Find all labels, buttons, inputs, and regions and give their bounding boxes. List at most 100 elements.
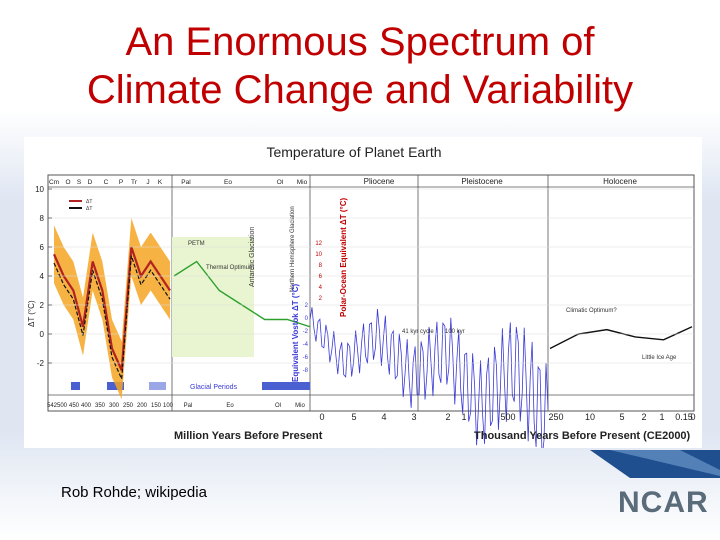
x-tick-label: 542 <box>47 403 58 409</box>
period-label: O <box>65 179 70 186</box>
x-tick-label: 400 <box>81 403 92 409</box>
annotation-climatic-optimum: Climatic Optimum? <box>566 308 617 314</box>
period-label: Eo <box>224 179 232 186</box>
period-label: Pal <box>181 179 191 186</box>
glacial-bar <box>107 382 124 390</box>
x-tick-label: 0 <box>690 412 695 422</box>
period-label: Pleistocene <box>461 177 503 186</box>
credit-text: Rob Rohde; wikipedia <box>61 484 207 501</box>
uncertainty-band <box>54 218 170 400</box>
annotation-thermal-optimum: Thermal Optimum <box>206 265 254 271</box>
polar-axis-label: Polar-Ocean Equivalent ΔT (°C) <box>339 197 348 317</box>
polar-tick-label: 2 <box>319 296 323 302</box>
vostok-tick-label: 2 <box>305 303 309 309</box>
period-label: Pliocene <box>364 177 395 186</box>
x-tick-label: Pal <box>184 403 193 409</box>
x-tick-label: 2 <box>641 412 646 422</box>
x-tick-label: 2 <box>445 412 450 422</box>
slide-title: An Enormous Spectrum of Climate Change a… <box>0 18 720 114</box>
polar-tick-label: 12 <box>315 241 322 247</box>
annotation-antarctic: Antarctic Glaciation <box>249 227 256 287</box>
logo-stripe-light <box>610 450 720 476</box>
y-tick-label: 4 <box>40 272 45 281</box>
legend-label: ΔT <box>86 199 92 205</box>
period-label: S <box>77 179 82 186</box>
series-phanerozoic-black <box>53 255 171 380</box>
y-axis-label: ΔT (°C) <box>27 300 36 327</box>
x-tick-label: 4 <box>381 412 386 422</box>
glacial-bar <box>262 382 310 390</box>
polar-tick-label: 6 <box>319 274 323 280</box>
y-tick-label: -2 <box>37 359 45 368</box>
series-quaternary-blue <box>309 307 549 459</box>
glacial-periods-label: Glacial Periods <box>190 384 238 391</box>
period-label: C <box>104 179 109 186</box>
vostok-tick-label: -4 <box>303 342 309 348</box>
chart-svg: Temperature of Planet Earth Glacial Peri… <box>27 144 696 459</box>
polar-tick-label: 10 <box>315 252 322 258</box>
x-tick-label: 1 <box>659 412 664 422</box>
x-tick-label: 200 <box>137 403 148 409</box>
title-line-2: Climate Change and Variability <box>86 68 634 112</box>
y-tick-label: 6 <box>40 243 45 252</box>
x-axis-label-right: Thousand Years Before Present (CE2000) <box>474 430 691 442</box>
annotation-41kyr: 41 kyr cycle <box>402 329 434 335</box>
period-label: J <box>146 179 149 186</box>
x-tick-label: 150 <box>151 403 162 409</box>
vostok-tick-label: -8 <box>303 368 309 374</box>
x-tick-label: 100 <box>163 403 174 409</box>
y-tick-label: 2 <box>40 301 45 310</box>
x-tick-label: 500 <box>57 403 68 409</box>
polar-tick-label: 4 <box>319 285 323 291</box>
period-label: Mio <box>297 179 308 186</box>
period-label: P <box>119 179 123 186</box>
x-tick-label: 1 <box>461 412 466 422</box>
period-label: K <box>158 179 163 186</box>
vostok-tick-label: -6 <box>303 355 309 361</box>
annotation-nh-glaciation: Northern Hemisphere Glaciation <box>290 206 296 292</box>
x-tick-label: Eo <box>226 403 234 409</box>
x-axis-label-left: Million Years Before Present <box>174 430 323 442</box>
x-tick-label: 10 <box>585 412 595 422</box>
legend-label: ΔT <box>86 206 92 212</box>
chart-title: Temperature of Planet Earth <box>266 144 441 160</box>
x-tick-label: 0 <box>319 412 324 422</box>
vostok-tick-label: 0 <box>305 316 309 322</box>
x-tick-label: 300 <box>109 403 120 409</box>
annotation-petm: PETM <box>188 241 205 247</box>
plot-frame <box>47 174 695 412</box>
background-fade <box>0 430 720 540</box>
x-tick-label: 5 <box>351 412 356 422</box>
series-holocene <box>549 326 693 350</box>
y-tick-label: 0 <box>40 330 45 339</box>
x-tick-label: 250 <box>123 403 134 409</box>
polar-tick-label: 8 <box>319 263 323 269</box>
glacial-bar <box>71 382 80 390</box>
temperature-chart: Temperature of Planet Earth Glacial Peri… <box>24 137 702 459</box>
period-label: Tr <box>131 179 138 186</box>
x-tick-label: 250 <box>548 412 563 422</box>
x-tick-label: Ol <box>275 403 281 409</box>
x-tick-label: 350 <box>95 403 106 409</box>
annotation-little-ice-age: Little Ice Age <box>642 355 677 361</box>
period-label: Ol <box>277 179 284 186</box>
vostok-tick-label: -2 <box>303 329 309 335</box>
annotation-100kyr: 100 kyr <box>445 329 465 335</box>
title-line-1: An Enormous Spectrum of <box>125 20 595 64</box>
logo-text: NCAR <box>618 486 709 519</box>
x-tick-label: 5 <box>619 412 624 422</box>
vostok-axis-label: Equivalent Vostok ΔT (°C) <box>291 284 300 382</box>
x-tick-label: 0.15 <box>675 412 693 422</box>
x-tick-label: 3 <box>411 412 416 422</box>
ncar-logo <box>590 450 720 478</box>
x-tick-label: 450 <box>69 403 80 409</box>
y-tick-label: 8 <box>40 214 45 223</box>
series-phanerozoic-red <box>52 246 171 371</box>
period-label: Cm <box>49 179 59 186</box>
x-tick-label: 500 <box>500 412 515 422</box>
period-label: Holocene <box>603 177 637 186</box>
thermal-optimum-area <box>172 237 254 357</box>
period-label: D <box>88 179 93 186</box>
x-tick-label: Mio <box>295 403 305 409</box>
